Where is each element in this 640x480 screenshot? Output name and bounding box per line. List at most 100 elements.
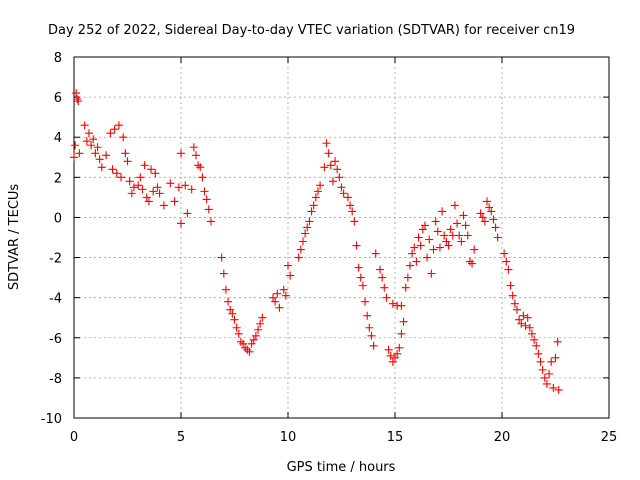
data-point [418, 225, 427, 234]
data-point [527, 329, 536, 338]
data-point [142, 193, 151, 202]
data-point [468, 259, 477, 268]
data-point [294, 253, 303, 262]
y-tick-label: -8 [49, 372, 62, 387]
data-point [433, 227, 442, 236]
data-point [127, 189, 136, 198]
data-point [399, 317, 408, 326]
data-point [91, 149, 100, 158]
data-point [82, 137, 91, 146]
data-point [446, 225, 455, 234]
data-point [114, 121, 123, 130]
data-point [75, 149, 84, 158]
data-point [241, 343, 250, 352]
data-point [102, 151, 111, 160]
data-point [71, 141, 80, 150]
y-tick-label: -4 [49, 292, 62, 307]
data-point [382, 293, 391, 302]
data-point [322, 139, 331, 148]
plot-frame [73, 56, 610, 419]
y-tick-label: -2 [49, 252, 62, 267]
data-point [553, 337, 562, 346]
grid-layer [74, 57, 609, 418]
data-point [525, 323, 534, 332]
data-point [508, 291, 517, 300]
data-point [249, 335, 258, 344]
data-point [500, 249, 509, 258]
data-point [234, 329, 243, 338]
ticks-layer: 0 5 10 15 20 25 -10 -8 -6 -4 -2 0 2 4 6 8 [41, 51, 618, 445]
data-point [279, 285, 288, 294]
data-point [324, 149, 333, 158]
y-tick-label: -6 [49, 332, 62, 347]
data-point [478, 213, 487, 222]
data-point [335, 173, 344, 182]
data-point [380, 283, 389, 292]
data-point [455, 231, 464, 240]
data-point [483, 197, 492, 206]
data-point [363, 311, 372, 320]
data-point [549, 383, 558, 392]
data-point [202, 195, 211, 204]
data-point [284, 261, 292, 270]
data-point [489, 215, 498, 224]
data-point [465, 257, 474, 266]
data-point [177, 149, 185, 158]
data-point [129, 183, 138, 192]
data-point [243, 345, 252, 354]
data-point [230, 315, 239, 324]
data-point [194, 161, 203, 170]
data-point [93, 143, 102, 152]
data-point [470, 245, 479, 254]
data-point [412, 257, 421, 266]
data-point [337, 183, 346, 192]
data-point [540, 373, 549, 382]
data-point [87, 141, 96, 150]
data-point [354, 263, 363, 272]
data-point [425, 235, 434, 244]
data-point [512, 305, 521, 314]
data-point [174, 183, 183, 192]
data-point [183, 209, 192, 218]
data-point [542, 379, 551, 388]
data-point [170, 197, 179, 206]
data-point [301, 229, 310, 238]
data-point [121, 149, 130, 158]
data-point [73, 95, 82, 104]
data-point [224, 297, 233, 306]
data-point [410, 243, 419, 252]
data-point [326, 161, 335, 170]
data-point [538, 365, 547, 374]
data-point [286, 271, 295, 280]
data-point [510, 299, 519, 308]
data-point [534, 349, 543, 358]
data-point [189, 143, 198, 152]
data-point [487, 207, 496, 216]
data-point [361, 297, 370, 306]
data-point [502, 257, 511, 266]
x-tick-label: 5 [177, 430, 185, 445]
data-point [298, 237, 307, 246]
data-point [388, 299, 397, 308]
data-point [391, 353, 399, 362]
data-point [200, 187, 209, 196]
data-point [386, 351, 395, 360]
data-point [80, 121, 89, 130]
data-point [427, 269, 436, 278]
data-point [72, 89, 81, 98]
data-point [457, 237, 466, 246]
x-tick-label: 0 [70, 430, 78, 445]
data-point [206, 217, 215, 226]
data-point [420, 221, 429, 230]
data-point [431, 217, 440, 226]
data-point [376, 265, 385, 274]
data-point [125, 177, 134, 186]
y-tick-label: 8 [54, 51, 62, 66]
data-point [506, 281, 515, 290]
data-point [523, 313, 532, 322]
data-point [545, 369, 554, 378]
data-point [239, 339, 248, 348]
data-point [147, 165, 156, 174]
data-point [196, 163, 205, 172]
data-point [328, 177, 337, 186]
